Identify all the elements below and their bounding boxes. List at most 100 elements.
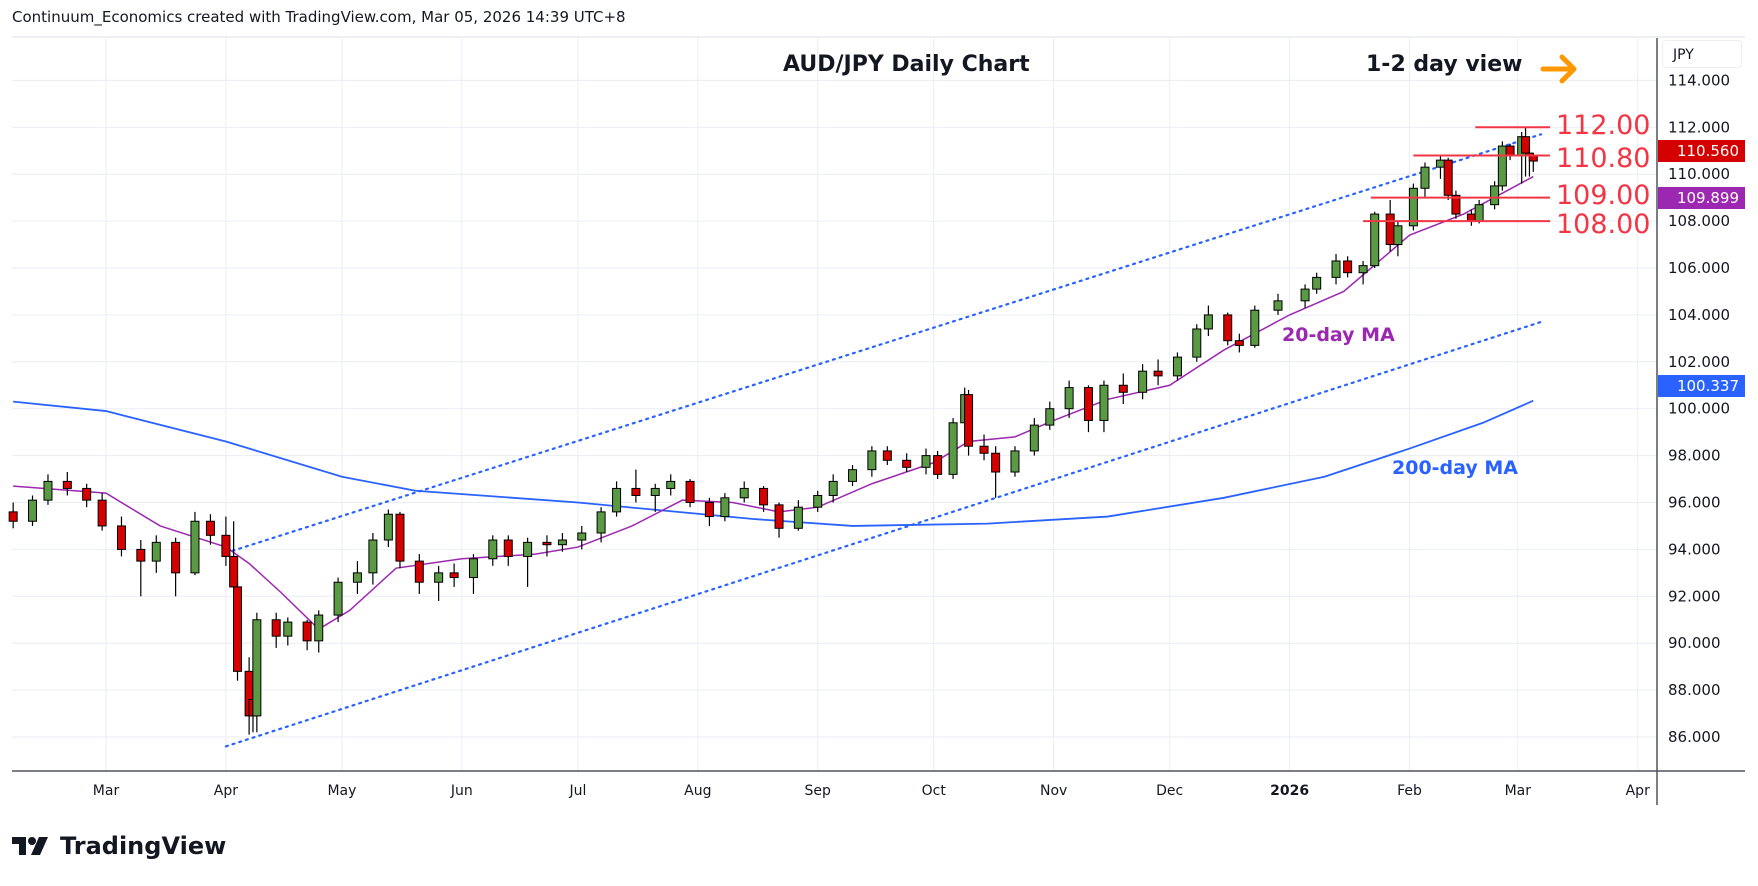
candle[interactable] — [97, 493, 107, 531]
candle[interactable] — [948, 418, 958, 480]
candle[interactable] — [1234, 333, 1244, 353]
candle[interactable] — [1300, 284, 1310, 308]
candle[interactable] — [828, 474, 838, 503]
candle[interactable] — [933, 450, 943, 480]
candle[interactable] — [1497, 141, 1507, 191]
candle[interactable] — [979, 434, 989, 461]
candle[interactable] — [612, 481, 622, 517]
candle[interactable] — [352, 561, 362, 594]
candle[interactable] — [577, 525, 587, 550]
candle[interactable] — [314, 610, 324, 653]
candle[interactable] — [383, 509, 393, 548]
candle[interactable] — [685, 479, 695, 508]
candle[interactable] — [395, 511, 405, 569]
candle[interactable] — [414, 554, 424, 594]
candle[interactable] — [136, 540, 146, 597]
candle[interactable] — [902, 453, 912, 473]
candle[interactable] — [1118, 373, 1128, 405]
candle[interactable] — [171, 537, 181, 597]
candle[interactable] — [557, 532, 567, 552]
candle[interactable] — [720, 493, 730, 522]
candle[interactable] — [62, 472, 72, 496]
candle[interactable] — [1343, 256, 1353, 278]
candle[interactable] — [229, 521, 239, 594]
candle[interactable] — [631, 469, 641, 503]
candle[interactable] — [244, 657, 254, 735]
candle[interactable] — [1393, 221, 1403, 257]
candle[interactable] — [283, 617, 293, 646]
candle[interactable] — [271, 612, 281, 648]
candle[interactable] — [1250, 305, 1260, 348]
candle[interactable] — [739, 481, 749, 503]
candle[interactable] — [1172, 352, 1182, 381]
candle[interactable] — [964, 389, 974, 456]
candle[interactable] — [1524, 148, 1534, 177]
ma20-line[interactable] — [13, 175, 1534, 631]
candle[interactable] — [1385, 199, 1395, 252]
candle[interactable] — [28, 495, 38, 526]
candle[interactable] — [1192, 324, 1202, 362]
channel-line-lower[interactable] — [224, 320, 1543, 748]
channel-line-upper[interactable] — [224, 133, 1543, 555]
candle[interactable] — [1435, 155, 1445, 179]
candle[interactable] — [434, 565, 444, 601]
candle[interactable] — [252, 612, 262, 733]
candle[interactable] — [8, 502, 18, 529]
candle[interactable] — [1408, 183, 1418, 231]
candle[interactable] — [1138, 364, 1148, 400]
candle[interactable] — [1029, 418, 1039, 456]
candle[interactable] — [1099, 380, 1109, 433]
candle[interactable] — [468, 554, 478, 594]
candle[interactable] — [1358, 260, 1368, 285]
candle[interactable] — [368, 532, 378, 585]
candle[interactable] — [1331, 253, 1341, 285]
candle[interactable] — [1153, 359, 1163, 386]
candle[interactable] — [650, 483, 660, 512]
candle[interactable] — [1203, 305, 1213, 337]
candle[interactable] — [116, 516, 126, 557]
candle[interactable] — [503, 535, 513, 566]
candle[interactable] — [1064, 380, 1074, 419]
candle[interactable] — [190, 511, 200, 576]
candle[interactable] — [151, 535, 161, 573]
candle[interactable] — [523, 537, 533, 587]
candle[interactable] — [666, 474, 676, 496]
candle[interactable] — [1490, 181, 1500, 210]
candle[interactable] — [813, 490, 823, 512]
candle[interactable] — [302, 619, 312, 651]
candle[interactable] — [221, 516, 231, 566]
candle[interactable] — [1521, 127, 1531, 177]
candle[interactable] — [1443, 157, 1453, 200]
candle[interactable] — [1010, 446, 1020, 477]
candle[interactable] — [704, 497, 714, 526]
candle[interactable] — [867, 446, 877, 477]
candle[interactable] — [542, 535, 552, 557]
candle[interactable] — [233, 582, 243, 681]
candle[interactable] — [1505, 143, 1515, 161]
candle[interactable] — [1451, 190, 1461, 219]
candle[interactable] — [488, 535, 498, 566]
candle[interactable] — [43, 474, 53, 505]
candle[interactable] — [921, 448, 931, 475]
candle[interactable] — [882, 446, 892, 465]
candle[interactable] — [991, 446, 1001, 498]
candle[interactable] — [82, 483, 92, 508]
candle[interactable] — [1045, 401, 1055, 430]
candle[interactable] — [449, 563, 459, 587]
ma200-line[interactable] — [13, 399, 1534, 527]
candle[interactable] — [793, 500, 803, 531]
candle[interactable] — [774, 502, 784, 538]
time-axis[interactable] — [12, 772, 1745, 805]
candle[interactable] — [333, 577, 343, 623]
candle[interactable] — [1312, 272, 1322, 294]
candle[interactable] — [759, 486, 769, 512]
currency-label[interactable]: JPY — [1662, 40, 1742, 68]
candle[interactable] — [1083, 385, 1093, 433]
candle[interactable] — [848, 464, 858, 487]
candle[interactable] — [1223, 312, 1233, 346]
candle[interactable] — [1273, 293, 1283, 315]
candle[interactable] — [1420, 162, 1430, 198]
candle[interactable] — [596, 507, 606, 543]
candle[interactable] — [205, 514, 215, 545]
